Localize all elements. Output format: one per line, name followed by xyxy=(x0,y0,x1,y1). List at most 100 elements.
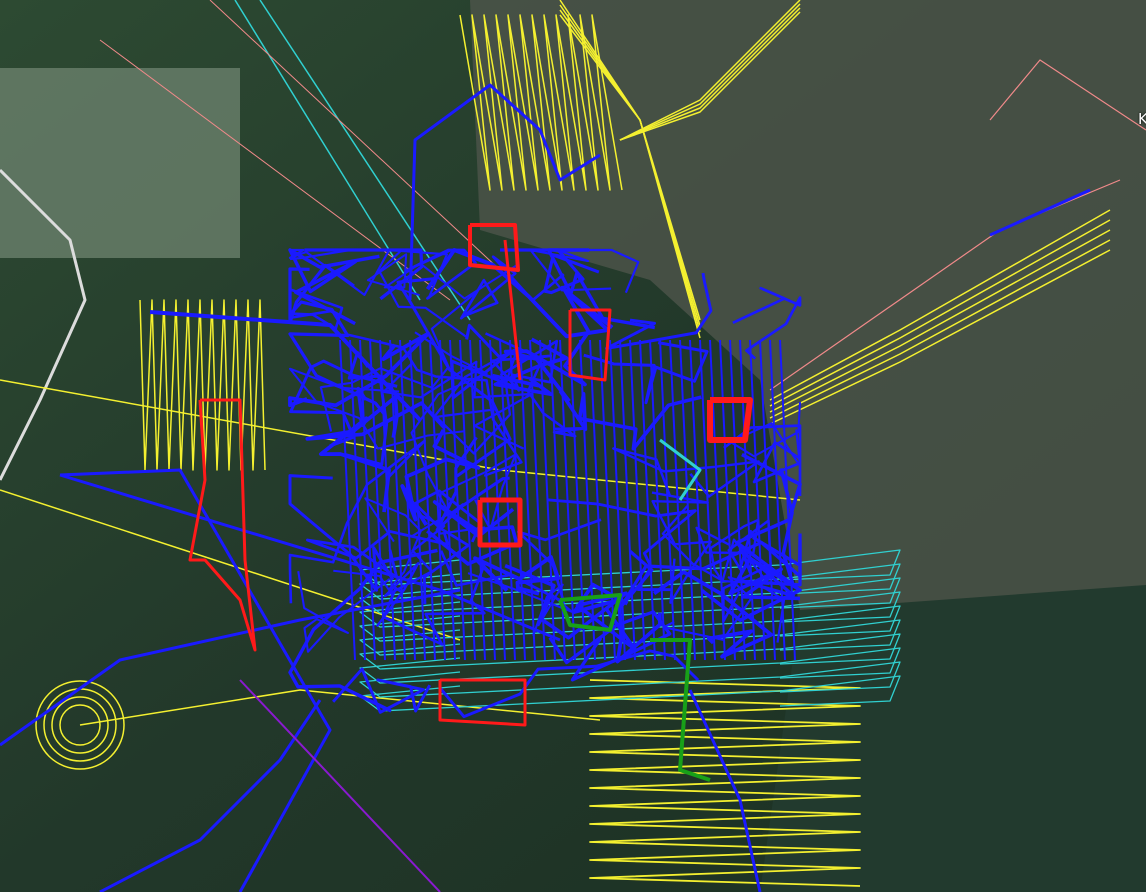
field-terrain xyxy=(0,68,240,258)
pink-track xyxy=(989,59,1146,131)
blue-track xyxy=(0,588,461,747)
blue-track xyxy=(332,667,432,714)
blue-track xyxy=(396,277,512,478)
blue-track xyxy=(319,290,479,432)
blue-track xyxy=(288,263,355,325)
blue-track xyxy=(484,332,587,438)
blue-track xyxy=(709,339,726,661)
yellow-track xyxy=(619,0,801,141)
blue-track xyxy=(619,533,802,609)
blue-track xyxy=(569,339,586,661)
blue-track xyxy=(459,339,476,661)
purple-track xyxy=(239,679,441,892)
blue-track xyxy=(349,339,366,661)
blue-track xyxy=(529,248,640,294)
blue-track xyxy=(779,339,796,661)
blue-track xyxy=(426,500,519,566)
blue-track xyxy=(735,453,802,587)
blue-track xyxy=(369,339,386,661)
yellow-loop-track xyxy=(51,696,109,754)
yellow-survey-track xyxy=(139,299,266,471)
blue-track xyxy=(604,272,713,350)
yellow-track xyxy=(769,249,1111,425)
blue-track xyxy=(599,339,616,661)
red-track xyxy=(188,398,257,652)
pink-track xyxy=(99,39,451,301)
blue-track xyxy=(408,83,601,301)
green-track xyxy=(650,638,711,782)
blue-track xyxy=(719,339,736,661)
yellow-track xyxy=(769,239,1111,419)
blue-track xyxy=(288,474,395,592)
blue-track xyxy=(519,339,536,661)
yellow-loop-track xyxy=(59,704,101,746)
blue-track xyxy=(99,699,322,892)
blue-track xyxy=(288,548,438,713)
yellow-track xyxy=(769,209,1111,401)
yellow-track xyxy=(769,229,1111,413)
blue-track xyxy=(429,339,446,661)
blue-track xyxy=(433,346,519,455)
yellow-loop-track xyxy=(35,680,125,770)
blue-track xyxy=(410,331,488,538)
blue-track xyxy=(59,473,561,642)
blue-track xyxy=(366,253,519,300)
blue-track xyxy=(297,571,391,653)
yellow-track xyxy=(619,11,801,141)
blue-track xyxy=(288,300,385,415)
yellow-track xyxy=(619,7,801,141)
yellow-track xyxy=(769,219,1111,407)
blue-track xyxy=(419,339,436,661)
blue-track xyxy=(649,339,666,661)
blue-track xyxy=(661,505,770,585)
red-track xyxy=(468,223,520,272)
red-track xyxy=(438,678,527,727)
red-track xyxy=(503,239,522,381)
blue-track xyxy=(619,339,636,661)
blue-track xyxy=(989,188,1091,237)
blue-track xyxy=(759,339,776,661)
cyan-track xyxy=(659,438,702,501)
blue-track xyxy=(289,248,469,339)
yellow-survey-track xyxy=(589,679,861,887)
blue-track xyxy=(438,649,700,719)
blue-track xyxy=(449,339,466,661)
blue-track xyxy=(59,468,332,892)
blue-track xyxy=(439,339,456,661)
blue-track xyxy=(409,339,426,661)
town-terrain xyxy=(470,0,1146,610)
blue-track xyxy=(539,339,556,661)
pink-track xyxy=(209,0,501,271)
blue-track xyxy=(529,339,546,661)
cyan-loop-track xyxy=(359,577,901,614)
blue-track xyxy=(149,310,422,422)
forest-dark-terrain xyxy=(760,585,1146,892)
blue-track xyxy=(729,402,802,468)
blue-track xyxy=(699,339,716,661)
blue-track xyxy=(579,339,596,661)
blue-track xyxy=(688,689,762,892)
blue-track xyxy=(609,339,626,661)
blue-track xyxy=(500,248,600,295)
blue-track xyxy=(288,367,465,450)
blue-track xyxy=(700,556,802,623)
cyan-track xyxy=(259,0,471,321)
blue-track xyxy=(339,339,356,661)
blue-track xyxy=(589,339,606,661)
blue-track xyxy=(653,570,774,659)
blue-track xyxy=(739,339,756,661)
blue-track xyxy=(659,339,676,661)
blue-track xyxy=(439,518,602,604)
yellow-track xyxy=(79,689,601,726)
yellow-survey-track xyxy=(459,14,623,191)
yellow-track xyxy=(619,3,801,141)
place-label: K xyxy=(1138,110,1146,128)
blue-track xyxy=(399,339,416,661)
blue-track xyxy=(425,248,614,339)
blue-track xyxy=(629,339,646,661)
blue-track xyxy=(669,339,686,661)
blue-track xyxy=(559,339,576,661)
blue-track xyxy=(679,339,696,661)
